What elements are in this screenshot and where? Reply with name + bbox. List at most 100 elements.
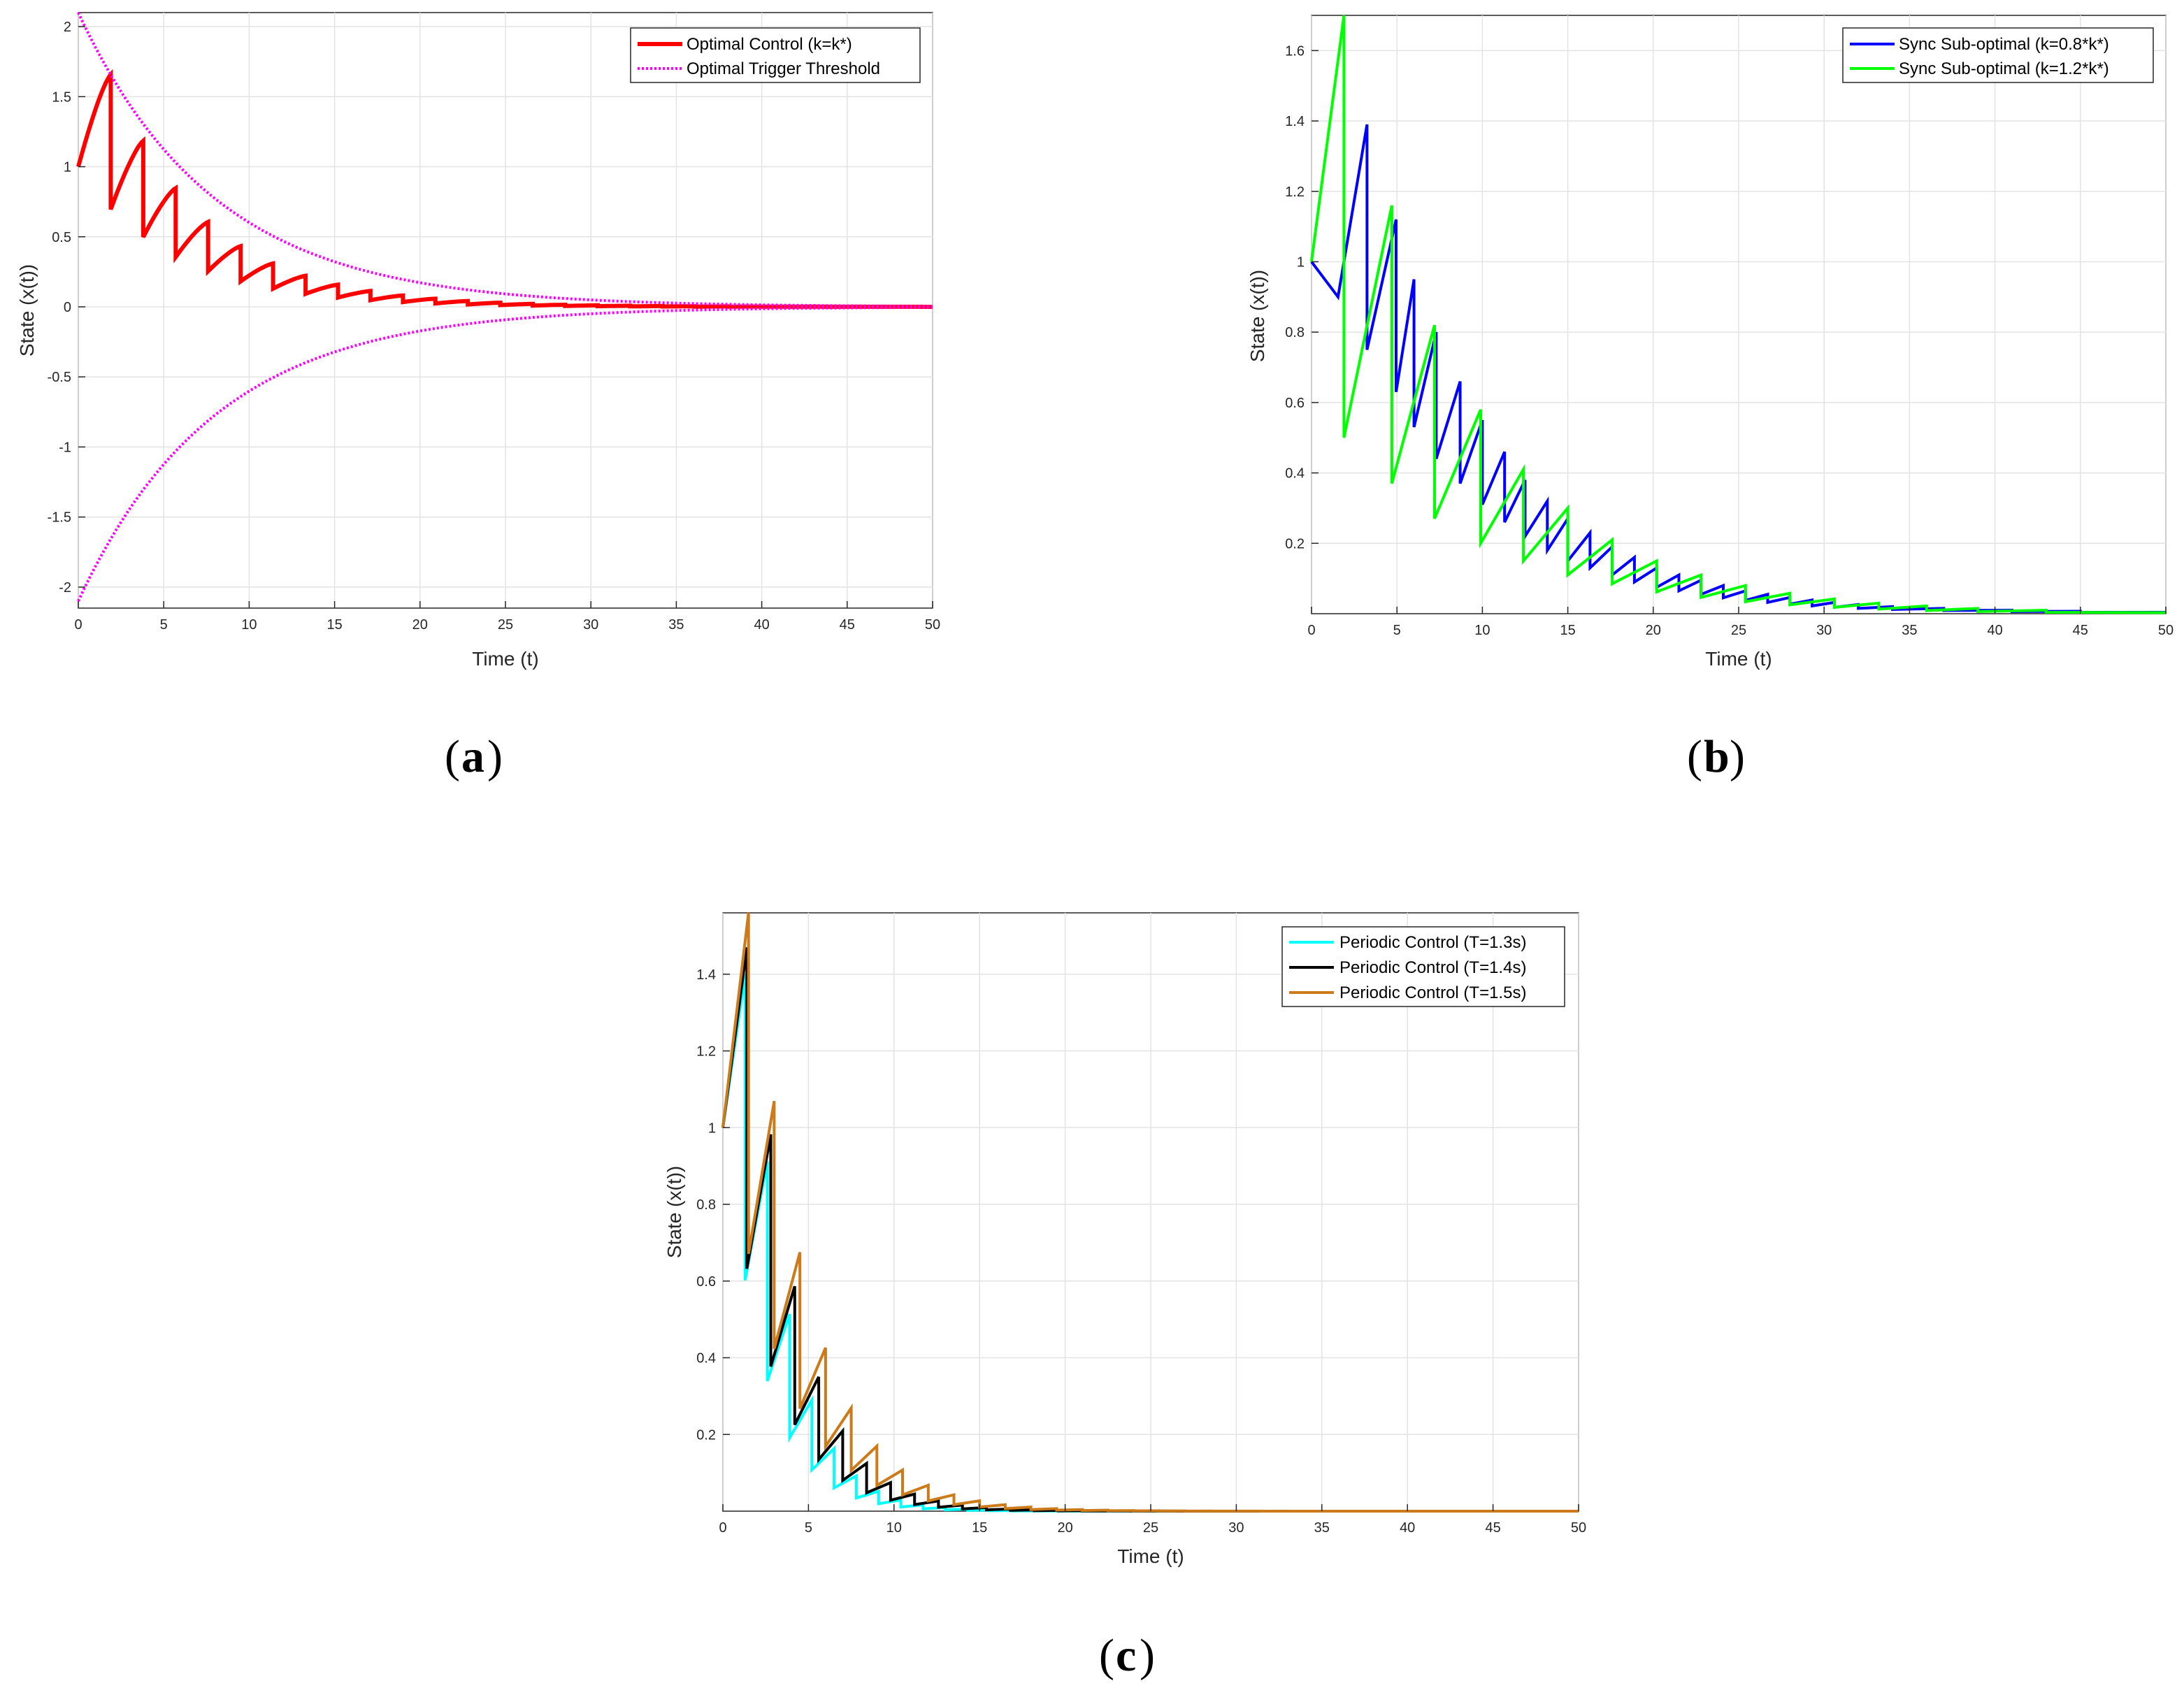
ylabel-a: State (x(t)) [16, 264, 38, 356]
legend-label-sync-08: Sync Sub-optimal (k=0.8*k*) [1899, 35, 2109, 54]
x-tick-label: 5 [805, 1520, 812, 1536]
legend-b: Sync Sub-optimal (k=0.8*k*) Sync Sub-opt… [1842, 27, 2154, 83]
y-tick-label: 0 [64, 300, 71, 315]
xlabel-b: Time (t) [1705, 648, 1772, 670]
xlabel-c: Time (t) [1117, 1545, 1184, 1567]
y-tick-label: 1 [708, 1120, 716, 1136]
x-tick-label: 40 [1987, 623, 2002, 638]
y-tick-label: -1.5 [48, 510, 71, 526]
caption-b: b [1704, 731, 1730, 782]
x-tick-label: 15 [326, 617, 342, 633]
x-tick-label: 10 [1474, 623, 1490, 638]
series-line-c-2 [721, 912, 1579, 1513]
legend-label-optimal-control: Optimal Control (k=k*) [687, 35, 852, 54]
y-tick-label: 1.4 [696, 967, 716, 983]
legend-box-b [1842, 27, 2154, 83]
series-line-a-1 [77, 12, 933, 308]
ylabel-b: State (x(t)) [1247, 270, 1268, 362]
ticks-c: 0 5 10 15 20 25 30 35 40 45 50 0.2 0.4 0.6 0.8 1 1.2 1.4 [696, 967, 1586, 1536]
ticks-a: 0 5 10 15 20 25 30 35 40 45 50 -2 -1.5 -1 -0.5 0 0.5 1 1.5… [48, 20, 941, 633]
legend-c: Periodic Control (T=1.3s) Periodic Contr… [1281, 926, 1565, 1007]
x-tick-label: 15 [1560, 623, 1575, 638]
legend-label-periodic-14: Periodic Control (T=1.4s) [1339, 958, 1526, 977]
y-tick-label: 0.4 [1285, 466, 1305, 482]
x-tick-label: 25 [1143, 1520, 1158, 1536]
grid-a [78, 13, 933, 608]
y-tick-label: 1.2 [1285, 185, 1305, 200]
x-tick-label: 5 [160, 617, 168, 633]
y-tick-label: 0.6 [1285, 396, 1305, 411]
series-line-b-1 [1310, 15, 2167, 614]
x-tick-label: 0 [1307, 623, 1315, 638]
x-tick-label: 50 [2158, 623, 2174, 638]
x-tick-label: 30 [583, 617, 598, 633]
y-tick-label: 0.8 [1285, 325, 1305, 340]
x-tick-label: 25 [498, 617, 513, 633]
x-tick-label: 50 [1571, 1520, 1586, 1536]
caption-close-paren-b: ) [1730, 731, 1745, 782]
panel-b: 0 5 10 15 20 25 30 35 40 45 50 0.2 0.4 0.6 0.8 1 1.2 1.4 1… [1247, 15, 2174, 782]
x-tick-label: 30 [1228, 1520, 1244, 1536]
y-tick-label: -1 [59, 440, 71, 455]
legend-box-a [630, 27, 921, 83]
legend-a: Optimal Control (k=k*) Optimal Trigger T… [630, 27, 921, 83]
legend-label-optimal-threshold: Optimal Trigger Threshold [687, 59, 880, 78]
y-tick-label: 1 [64, 160, 71, 175]
x-tick-label: 40 [1400, 1520, 1415, 1536]
y-tick-label: 0.2 [696, 1427, 716, 1443]
x-tick-label: 35 [1902, 623, 1917, 638]
caption-open-paren-c: ( [1099, 1630, 1114, 1681]
series-line-a-0 [76, 68, 933, 309]
x-tick-label: 30 [1816, 623, 1832, 638]
x-tick-label: 45 [840, 617, 855, 633]
y-tick-label: 1.4 [1285, 114, 1305, 129]
y-tick-label: 0.2 [1285, 536, 1305, 551]
panel-c: 0 5 10 15 20 25 30 35 40 45 500.20.40.60.811.21.4 … [663, 912, 1586, 1681]
xlabel-a: Time (t) [472, 648, 538, 670]
caption-open-paren-b: ( [1687, 731, 1702, 782]
caption-open-paren-a: ( [445, 731, 460, 782]
series-a [76, 12, 933, 602]
series-b [1310, 15, 2167, 614]
x-tick-label: 10 [886, 1520, 902, 1536]
panel-a: 0 5 10 15 20 25 30 35 40 45 50 -2 -1.5 -1 -0.5 0 0.5 1 1.5… [16, 12, 941, 782]
x-tick-label: 45 [2073, 623, 2088, 638]
x-tick-label: 50 [925, 617, 940, 633]
x-tick-label: 20 [1646, 623, 1661, 638]
y-tick-label: -2 [59, 580, 71, 596]
grid-c [722, 913, 1579, 1511]
x-tick-label: 35 [668, 617, 684, 633]
legend-label-periodic-13: Periodic Control (T=1.3s) [1339, 933, 1526, 952]
y-tick-label: 1.6 [1285, 43, 1305, 59]
caption-a: a [461, 731, 484, 782]
x-tick-label: 25 [1731, 623, 1746, 638]
y-tick-label: 1.2 [696, 1044, 716, 1060]
y-tick-label: 2 [64, 20, 71, 35]
x-tick-label: 0 [719, 1520, 726, 1536]
x-tick-label: 20 [1057, 1520, 1072, 1536]
legend-label-sync-12: Sync Sub-optimal (k=1.2*k*) [1899, 59, 2109, 78]
legend-label-periodic-15: Periodic Control (T=1.5s) [1339, 983, 1526, 1002]
series-c [721, 912, 1579, 1513]
caption-c: c [1116, 1630, 1136, 1681]
ylabel-c: State (x(t)) [663, 1166, 685, 1258]
caption-close-paren-a: ) [487, 731, 503, 782]
caption-close-paren-c: ) [1140, 1630, 1155, 1681]
x-tick-label: 20 [412, 617, 428, 633]
y-tick-label: 1 [1297, 254, 1305, 270]
x-tick-label: 15 [972, 1520, 987, 1536]
y-tick-label: 0.6 [696, 1274, 716, 1290]
x-tick-label: 35 [1314, 1520, 1330, 1536]
x-tick-label: 5 [1393, 623, 1401, 638]
y-tick-label: 1.5 [52, 89, 71, 105]
x-tick-label: 10 [241, 617, 257, 633]
y-tick-label: -0.5 [48, 370, 71, 385]
x-tick-label: 40 [754, 617, 769, 633]
x-tick-label: 45 [1485, 1520, 1500, 1536]
series-line-a-1-lower [77, 305, 933, 602]
y-tick-label: 0.4 [696, 1351, 716, 1366]
ticks-b: 0 5 10 15 20 25 30 35 40 45 50 0.2 0.4 0.6 0.8 1 1.2 1.4 1… [1285, 43, 2174, 638]
y-tick-label: 0.5 [52, 230, 71, 245]
x-tick-label: 0 [74, 617, 82, 633]
